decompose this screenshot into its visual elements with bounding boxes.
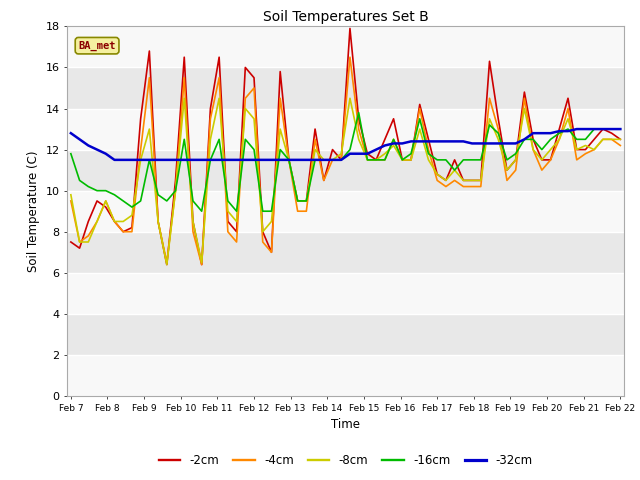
Bar	[67, 108, 624, 150]
Legend: -2cm, -4cm, -8cm, -16cm, -32cm: -2cm, -4cm, -8cm, -16cm, -32cm	[154, 449, 537, 472]
Bar	[67, 273, 624, 314]
Bar	[67, 191, 624, 232]
Bar	[67, 26, 624, 68]
Bar	[67, 150, 624, 191]
Bar	[67, 232, 624, 273]
Bar	[67, 314, 624, 355]
Y-axis label: Soil Temperature (C): Soil Temperature (C)	[27, 150, 40, 272]
Text: BA_met: BA_met	[78, 41, 116, 51]
Bar	[67, 355, 624, 396]
X-axis label: Time: Time	[331, 418, 360, 431]
Title: Soil Temperatures Set B: Soil Temperatures Set B	[263, 10, 428, 24]
Bar	[67, 68, 624, 108]
